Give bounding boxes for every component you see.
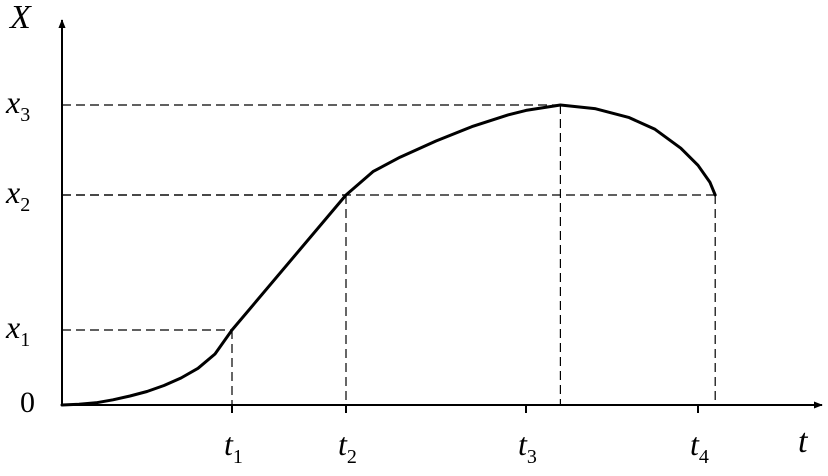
x-tick-label-sub: 2 xyxy=(347,446,357,468)
guide-lines xyxy=(62,104,716,405)
x-tick-label-base: t xyxy=(518,426,528,462)
y-tick-label-sub: 1 xyxy=(20,329,30,351)
x-tick-label: t3 xyxy=(518,426,537,468)
y-tick-label-base: x xyxy=(5,84,20,120)
origin-label: 0 xyxy=(20,386,35,419)
x-tick-marks xyxy=(231,405,699,413)
x-axis-label: t xyxy=(798,423,809,460)
x-tick-label-sub: 1 xyxy=(233,446,243,468)
y-tick-label-base: x xyxy=(5,309,20,345)
y-tick-label-sub: 2 xyxy=(20,194,30,216)
y-tick-label-sub: 3 xyxy=(20,104,30,126)
y-axis-label: X xyxy=(8,0,32,36)
y-tick-label: x2 xyxy=(5,174,30,216)
x-tick-label: t1 xyxy=(224,426,243,468)
y-tick-label: x3 xyxy=(5,84,30,126)
x-tick-label: t4 xyxy=(690,426,709,468)
x-tick-label-base: t xyxy=(224,426,234,462)
x-tick-label-base: t xyxy=(690,426,700,462)
x-tick-labels: t1 t2 t3 t4 xyxy=(224,426,709,468)
position-curve xyxy=(60,103,717,407)
x-tick-label-sub: 3 xyxy=(527,446,537,468)
x-tick-label: t2 xyxy=(338,426,357,468)
x-tick-label-base: t xyxy=(338,426,348,462)
x-tick-label-sub: 4 xyxy=(699,446,709,468)
y-tick-label: x1 xyxy=(5,309,30,351)
y-tick-label-base: x xyxy=(5,174,20,210)
